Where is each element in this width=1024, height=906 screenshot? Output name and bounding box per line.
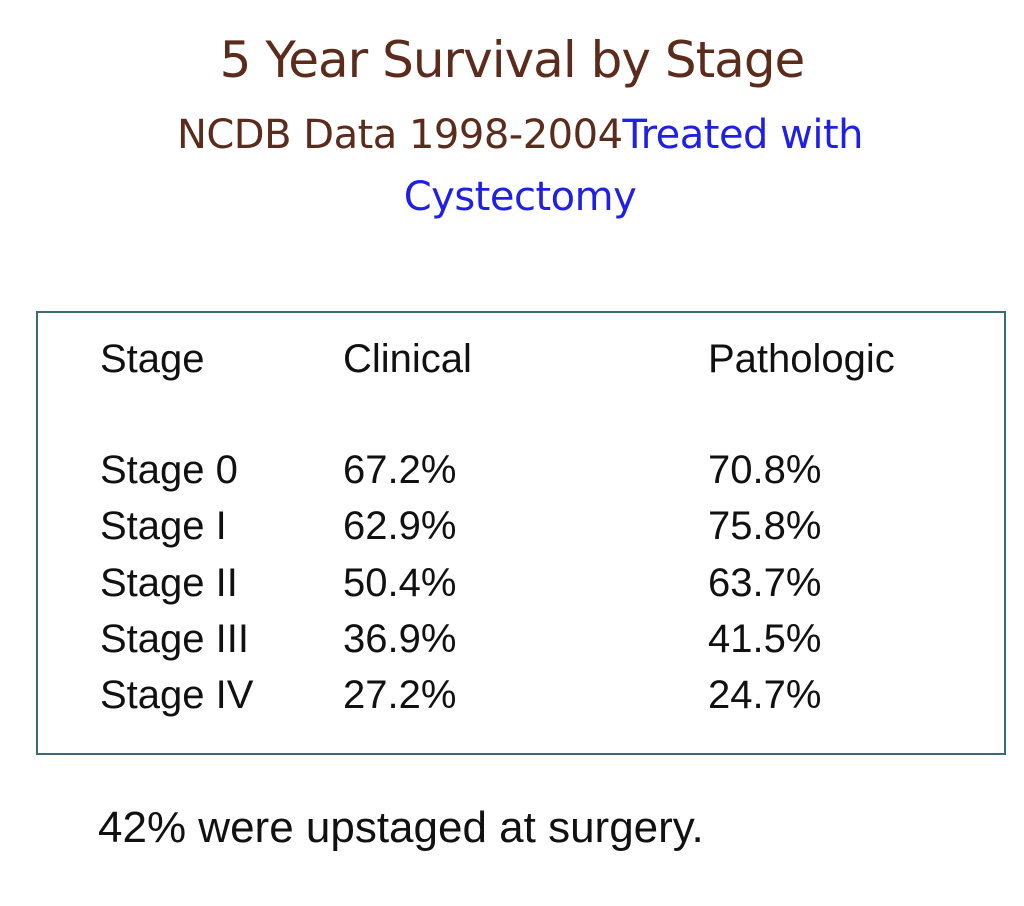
table-row-stage: Stage 0 <box>100 448 238 492</box>
table-header-pathologic: Pathologic <box>708 337 895 381</box>
table-row-pathologic: 70.8% <box>708 448 822 492</box>
table-row-stage: Stage II <box>100 561 238 605</box>
table-row-pathologic: 63.7% <box>708 561 822 605</box>
table-row-clinical: 62.9% <box>343 504 457 548</box>
table-row-clinical: 67.2% <box>343 448 457 492</box>
table-header-stage: Stage <box>100 337 205 381</box>
slide-title: 5 Year Survival by Stage <box>219 31 806 89</box>
table-row-pathologic: 75.8% <box>708 504 822 548</box>
table-header-clinical: Clinical <box>343 337 472 381</box>
subtitle-treatment: Treated with Cystectomy <box>403 112 864 220</box>
table-row-pathologic: 24.7% <box>708 673 822 717</box>
table-row-stage: Stage IV <box>100 673 254 717</box>
table-row-stage: Stage III <box>100 617 249 661</box>
subtitle-data-source: NCDB Data 1998-2004 <box>176 112 623 158</box>
table-row-clinical: 50.4% <box>343 561 457 605</box>
upstaging-note: 42% were upstaged at surgery. <box>98 803 704 852</box>
table-row-pathologic: 41.5% <box>708 617 822 661</box>
slide-subtitle: NCDB Data 1998-2004Treated with Cystecto… <box>110 104 930 228</box>
survival-table: Stage Clinical Pathologic Stage 0 67.2% … <box>36 311 1006 755</box>
table-row-stage: Stage I <box>100 504 227 548</box>
table-row-clinical: 27.2% <box>343 673 457 717</box>
table-row-clinical: 36.9% <box>343 617 457 661</box>
